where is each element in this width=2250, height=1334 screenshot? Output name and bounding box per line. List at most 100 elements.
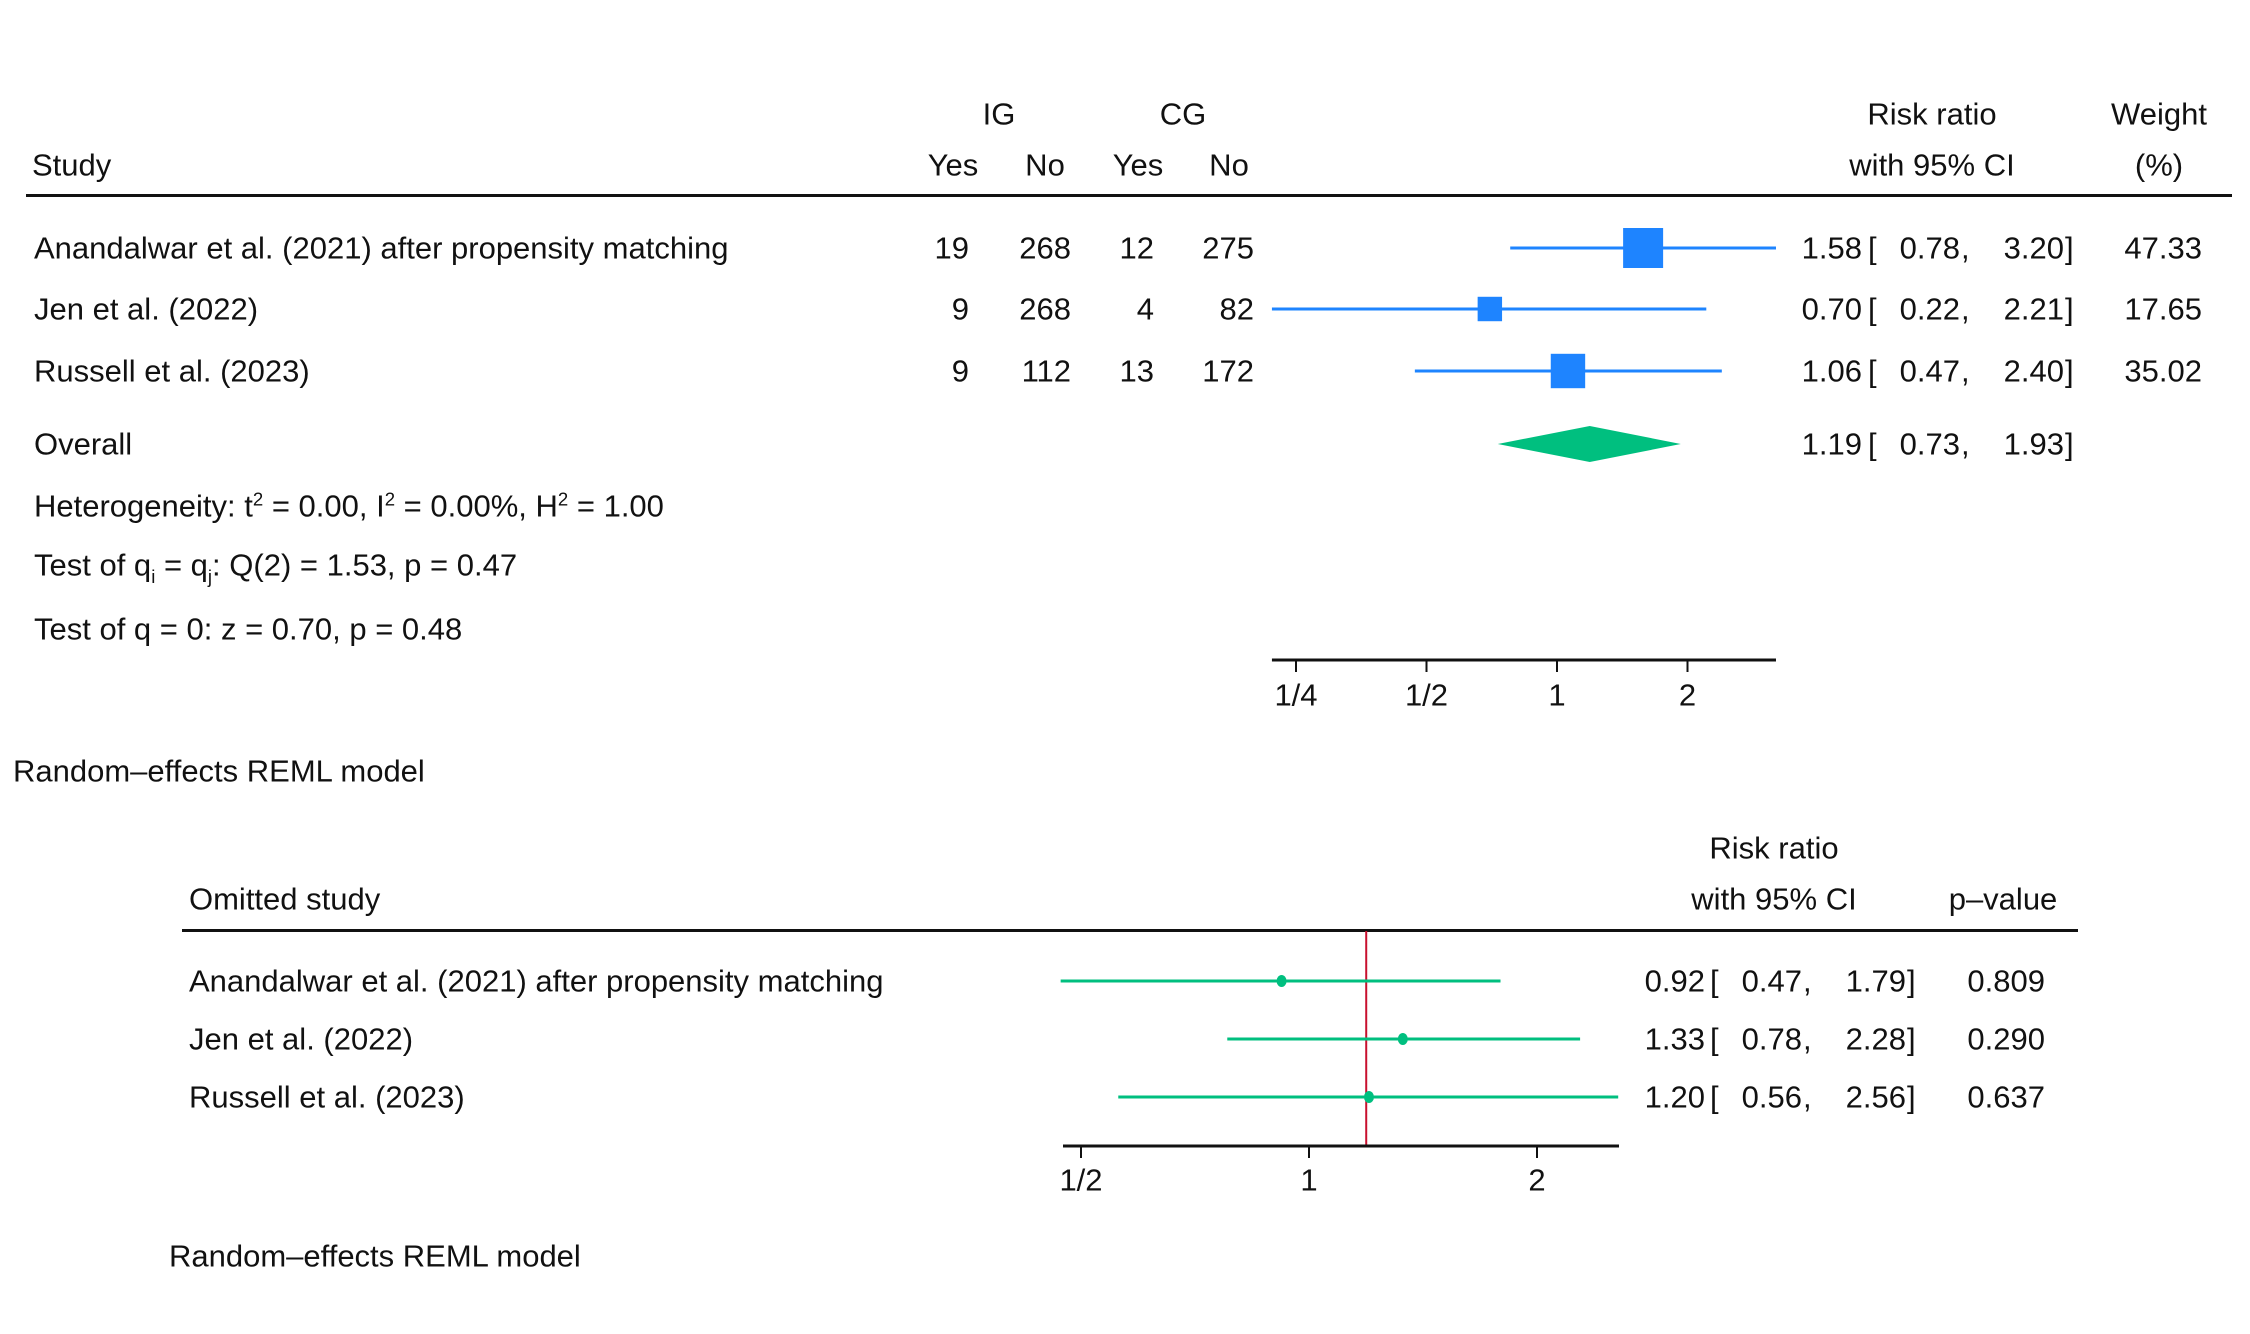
loo-risk-ratio: 0.92 — [1644, 963, 1705, 999]
loo-ci-lower: 0.78 — [1741, 1021, 1802, 1057]
comma: , — [1803, 963, 1812, 999]
study-name: Anandalwar et al. (2021) after propensit… — [34, 230, 729, 266]
study-name: Jen et al. (2022) — [34, 291, 259, 327]
heterogeneity-prefix: Heterogeneity: t — [34, 488, 253, 524]
heterogeneity-text: Heterogeneity: t2 = 0.00, I2 = 0.00%, H2… — [34, 488, 664, 524]
loo-x-tick-label: 1 — [1300, 1162, 1318, 1198]
bracket-close: ] — [2065, 230, 2074, 266]
bracket-open: [ — [1868, 291, 1877, 327]
test-q-mid: = q — [155, 547, 208, 583]
loo-header-study: Omitted study — [189, 881, 381, 917]
loo-x-tick-label: 2 — [1528, 1162, 1546, 1198]
loo-ci-upper: 1.79 — [1845, 963, 1906, 999]
header-ig: IG — [982, 96, 1016, 132]
cg-no-count: 275 — [1202, 230, 1254, 266]
ci-lower-value: 0.78 — [1899, 230, 1960, 266]
loo-marker — [1363, 1091, 1374, 1103]
heterogeneity-a: = 0.00, I — [263, 488, 385, 524]
loo-ci-upper: 2.56 — [1845, 1079, 1906, 1115]
superscript: 2 — [252, 488, 264, 510]
omitted-study-name: Jen et al. (2022) — [189, 1021, 414, 1057]
header-ig-no: No — [1025, 147, 1065, 183]
bracket-open: [ — [1868, 230, 1877, 266]
test-homogeneity: Test of qi = qj: Q(2) = 1.53, p = 0.47 — [34, 550, 517, 587]
ci-lower-value: 0.22 — [1899, 291, 1960, 327]
comma: , — [1803, 1079, 1812, 1115]
superscript: 2 — [384, 488, 396, 510]
risk-ratio-value: 1.58 — [1801, 230, 1862, 266]
overall-diamond — [1497, 426, 1681, 462]
comma: , — [1961, 353, 1970, 389]
bracket-open: [ — [1710, 1021, 1719, 1057]
comma: , — [1961, 230, 1970, 266]
loo-p-value: 0.809 — [1967, 963, 2045, 999]
study-marker — [1623, 228, 1664, 268]
loo-risk-ratio: 1.33 — [1644, 1021, 1705, 1057]
weight-value: 17.65 — [2124, 291, 2202, 327]
header-weight-unit: (%) — [2134, 147, 2184, 183]
comma: , — [1803, 1021, 1812, 1057]
loo-ci-lower: 0.47 — [1741, 963, 1802, 999]
ig-yes-count: 19 — [934, 230, 969, 266]
bracket-open: [ — [1868, 426, 1877, 462]
header-risk-ratio: Risk ratio — [1867, 96, 1997, 132]
ci-upper-value: 3.20 — [2003, 230, 2064, 266]
superscript: 2 — [557, 488, 569, 510]
omitted-study-name: Russell et al. (2023) — [189, 1079, 465, 1115]
test-q-prefix: Test of q — [34, 547, 152, 583]
loo-model-footer: Random–effects REML model — [169, 1238, 581, 1274]
loo-header-ci: with 95% CI — [1691, 881, 1857, 917]
weight-value: 35.02 — [2124, 353, 2202, 389]
ig-no-count: 112 — [1021, 353, 1071, 389]
loo-marker — [1276, 975, 1287, 987]
x-tick-label: 1/4 — [1274, 677, 1318, 713]
cg-yes-count: 12 — [1119, 230, 1154, 266]
overall-label: Overall — [34, 426, 133, 462]
loo-p-value: 0.290 — [1967, 1021, 2045, 1057]
loo-x-tick-label: 1/2 — [1059, 1162, 1103, 1198]
ig-yes-count: 9 — [951, 353, 969, 389]
bracket-close: ] — [2065, 353, 2074, 389]
cg-no-count: 82 — [1219, 291, 1254, 327]
loo-p-value: 0.637 — [1967, 1079, 2045, 1115]
overall-risk-ratio: 1.19 — [1801, 426, 1862, 462]
loo-ci-lower: 0.56 — [1741, 1079, 1802, 1115]
bracket-close: ] — [1907, 1021, 1916, 1057]
ig-no-count: 268 — [1019, 291, 1071, 327]
header-weight: Weight — [2111, 96, 2207, 132]
loo-header-rule — [182, 929, 2078, 932]
ci-upper-value: 2.40 — [2003, 353, 2064, 389]
header-cg: CG — [1159, 96, 1207, 132]
study-marker — [1550, 353, 1586, 389]
ci-lower-value: 0.47 — [1899, 353, 1960, 389]
test-q-rest: : Q(2) = 1.53, p = 0.47 — [212, 547, 518, 583]
header-ci: with 95% CI — [1849, 147, 2015, 183]
header-rule — [26, 194, 2232, 197]
model-footer: Random–effects REML model — [13, 753, 425, 789]
bracket-open: [ — [1868, 353, 1877, 389]
loo-header-risk-ratio: Risk ratio — [1709, 830, 1839, 866]
header-ig-yes: Yes — [927, 147, 979, 183]
bracket-close: ] — [2065, 426, 2074, 462]
subscript-j: j — [207, 565, 213, 587]
header-study: Study — [32, 147, 112, 183]
loo-marker — [1397, 1033, 1408, 1045]
overall-ci-lower: 0.73 — [1899, 426, 1960, 462]
bracket-open: [ — [1710, 1079, 1719, 1115]
cg-no-count: 172 — [1202, 353, 1254, 389]
x-tick-label: 1/2 — [1404, 677, 1449, 713]
loo-ci-upper: 2.28 — [1845, 1021, 1906, 1057]
cg-yes-count: 13 — [1119, 353, 1154, 389]
study-name: Russell et al. (2023) — [34, 353, 310, 389]
loo-risk-ratio: 1.20 — [1644, 1079, 1705, 1115]
ig-no-count: 268 — [1019, 230, 1071, 266]
heterogeneity-b: = 0.00%, H — [395, 488, 558, 524]
risk-ratio-value: 1.06 — [1801, 353, 1862, 389]
bracket-open: [ — [1710, 963, 1719, 999]
cg-yes-count: 4 — [1136, 291, 1154, 327]
weight-value: 47.33 — [2124, 230, 2202, 266]
omitted-study-name: Anandalwar et al. (2021) after propensit… — [189, 963, 884, 999]
bracket-close: ] — [1907, 963, 1916, 999]
test-zero: Test of q = 0: z = 0.70, p = 0.48 — [34, 611, 463, 647]
